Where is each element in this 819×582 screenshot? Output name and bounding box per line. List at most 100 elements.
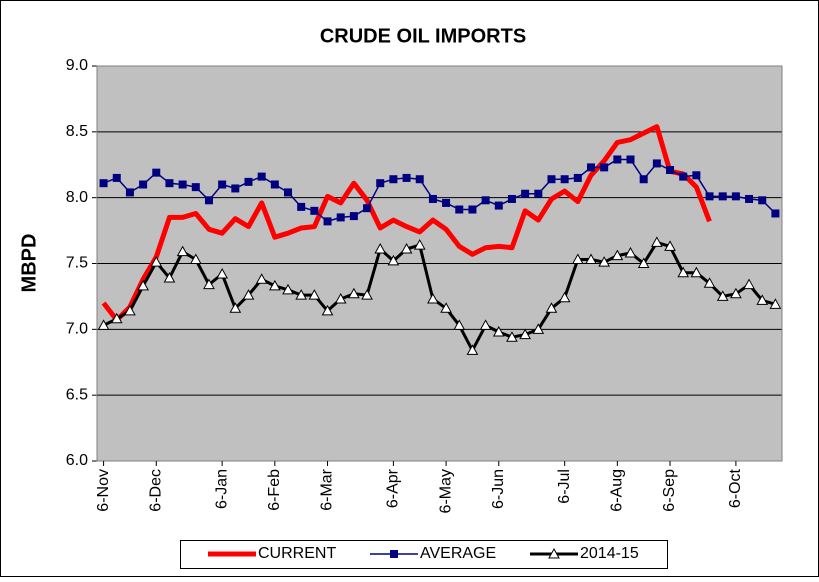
marker xyxy=(585,253,597,265)
marker xyxy=(532,323,545,334)
marker xyxy=(334,293,347,304)
x-tick-label: 6-Nov xyxy=(95,469,112,512)
series xyxy=(101,124,712,323)
marker xyxy=(573,173,582,182)
series xyxy=(97,236,782,355)
marker xyxy=(284,188,293,197)
marker xyxy=(413,239,426,250)
marker xyxy=(376,179,385,188)
legend-label: AVERAGE xyxy=(420,545,496,562)
marker xyxy=(440,302,452,313)
legend-marker xyxy=(390,550,398,558)
marker xyxy=(692,171,701,180)
marker xyxy=(507,194,516,203)
marker xyxy=(268,279,281,291)
marker xyxy=(547,175,556,184)
marker xyxy=(506,331,518,342)
marker xyxy=(705,192,714,201)
marker xyxy=(203,278,215,290)
marker xyxy=(652,159,661,168)
marker xyxy=(125,188,134,197)
x-tick-label: 6-Sep xyxy=(661,469,678,512)
marker xyxy=(349,212,358,221)
x-tick-label: 6-May xyxy=(437,469,454,513)
marker xyxy=(165,179,174,188)
x-tick-label: 6-Oct xyxy=(727,468,744,508)
y-tick-label: 8.5 xyxy=(66,123,88,140)
marker xyxy=(598,256,611,267)
marker xyxy=(282,283,294,295)
marker xyxy=(361,289,373,300)
marker xyxy=(626,155,635,164)
marker xyxy=(189,253,202,265)
x-tick-label: 6-Jul xyxy=(556,469,573,504)
marker xyxy=(545,302,558,313)
legend-label: CURRENT xyxy=(258,545,336,562)
marker xyxy=(150,256,163,267)
marker xyxy=(468,205,477,214)
marker xyxy=(666,166,675,175)
marker xyxy=(586,163,595,172)
marker xyxy=(374,242,387,254)
marker xyxy=(624,246,637,258)
x-tick-label: 6-Jan xyxy=(213,469,230,509)
marker xyxy=(442,198,451,207)
marker xyxy=(348,287,360,299)
marker xyxy=(758,196,767,205)
y-tick-label: 9.0 xyxy=(66,57,88,74)
y-tick-label: 8.0 xyxy=(66,189,88,206)
marker xyxy=(97,319,110,330)
marker xyxy=(611,249,624,261)
marker xyxy=(308,289,321,300)
marker xyxy=(731,192,740,201)
marker xyxy=(558,291,571,303)
marker xyxy=(534,189,543,198)
marker xyxy=(257,172,266,181)
marker xyxy=(479,319,492,330)
marker xyxy=(297,202,306,211)
y-tick-label: 6.5 xyxy=(66,386,88,403)
marker xyxy=(492,325,505,337)
marker xyxy=(519,328,531,340)
marker xyxy=(664,240,676,251)
x-tick-label: 6-Feb xyxy=(266,469,283,511)
marker xyxy=(137,279,149,291)
marker xyxy=(110,312,123,324)
x-tick-label: 6-Apr xyxy=(385,468,402,508)
marker xyxy=(310,206,319,215)
marker xyxy=(679,172,688,181)
marker xyxy=(387,254,400,266)
marker xyxy=(152,168,161,177)
marker xyxy=(124,304,136,316)
marker xyxy=(389,175,398,184)
marker xyxy=(231,184,240,193)
marker xyxy=(216,268,228,279)
line xyxy=(102,240,776,352)
marker xyxy=(453,319,466,330)
marker xyxy=(427,293,439,304)
marker xyxy=(400,242,413,254)
marker xyxy=(756,294,769,305)
marker xyxy=(771,209,780,218)
plot-border xyxy=(96,65,783,462)
marker xyxy=(703,277,716,288)
marker xyxy=(600,163,609,172)
marker xyxy=(571,253,584,265)
marker xyxy=(651,236,663,247)
y-tick-label: 7.0 xyxy=(66,321,88,338)
marker xyxy=(204,196,213,205)
marker xyxy=(690,266,703,278)
y-axis-label: MBPD xyxy=(18,234,40,293)
legend-label: 2014-15 xyxy=(580,545,639,562)
x-tick-label: 6-Dec xyxy=(147,469,164,512)
marker xyxy=(745,194,754,203)
marker xyxy=(191,183,200,192)
legend-symbol xyxy=(548,547,560,559)
marker xyxy=(455,205,464,214)
marker xyxy=(743,278,755,290)
marker xyxy=(255,273,268,284)
marker xyxy=(336,213,345,222)
y-tick-label: 6.0 xyxy=(66,452,88,469)
marker xyxy=(139,180,148,189)
legend-box xyxy=(180,540,668,569)
